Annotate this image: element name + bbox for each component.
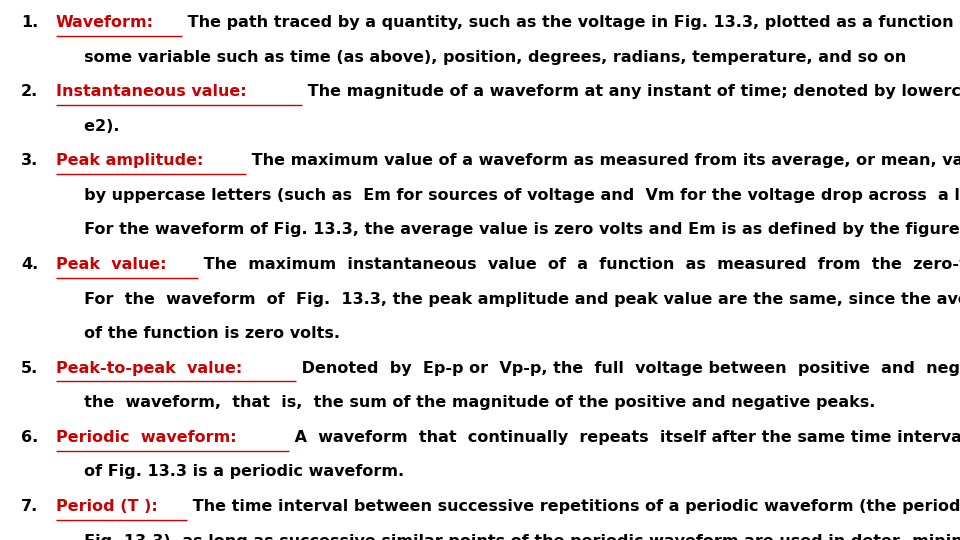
Text: The maximum value of a waveform as measured from its average, or mean, value, de: The maximum value of a waveform as measu… xyxy=(246,153,960,168)
Text: The  maximum  instantaneous  value  of  a  function  as  measured  from  the  ze: The maximum instantaneous value of a fun… xyxy=(199,257,960,272)
Text: of Fig. 13.3 is a periodic waveform.: of Fig. 13.3 is a periodic waveform. xyxy=(56,464,404,480)
Text: Peak  value:: Peak value: xyxy=(56,257,166,272)
Text: 3.: 3. xyxy=(21,153,38,168)
Text: 1.: 1. xyxy=(21,15,38,30)
Text: Denoted  by  Ep-p or  Vp-p, the  full  voltage between  positive  and  negative : Denoted by Ep-p or Vp-p, the full voltag… xyxy=(296,361,960,376)
Text: 5.: 5. xyxy=(21,361,38,376)
Text: by uppercase letters (such as  Em for sources of voltage and  Vm for the voltage: by uppercase letters (such as Em for sou… xyxy=(56,188,960,203)
Text: The magnitude of a waveform at any instant of time; denoted by lowercase letters: The magnitude of a waveform at any insta… xyxy=(301,84,960,99)
Text: Periodic  waveform:: Periodic waveform: xyxy=(56,430,236,445)
Text: 7.: 7. xyxy=(21,499,38,514)
Text: of the function is zero volts.: of the function is zero volts. xyxy=(56,326,340,341)
Text: 6.: 6. xyxy=(21,430,38,445)
Text: Waveform:: Waveform: xyxy=(56,15,154,30)
Text: For the waveform of Fig. 13.3, the average value is zero volts and Em is as defi: For the waveform of Fig. 13.3, the avera… xyxy=(56,222,960,238)
Text: 4.: 4. xyxy=(21,257,38,272)
Text: Instantaneous value:: Instantaneous value: xyxy=(56,84,247,99)
Text: The time interval between successive repetitions of a periodic waveform (the per: The time interval between successive rep… xyxy=(187,499,960,514)
Text: some variable such as time (as above), position, degrees, radians, temperature, : some variable such as time (as above), p… xyxy=(56,50,906,65)
Text: the  waveform,  that  is,  the sum of the magnitude of the positive and negative: the waveform, that is, the sum of the ma… xyxy=(56,395,876,410)
Text: Peak-to-peak  value:: Peak-to-peak value: xyxy=(56,361,242,376)
Text: 2.: 2. xyxy=(21,84,38,99)
Text: Peak amplitude:: Peak amplitude: xyxy=(56,153,204,168)
Text: For  the  waveform  of  Fig.  13.3, the peak amplitude and peak value are the sa: For the waveform of Fig. 13.3, the peak … xyxy=(56,292,960,307)
Text: A  waveform  that  continually  repeats  itself after the same time interval. Th: A waveform that continually repeats itse… xyxy=(289,430,960,445)
Text: The path traced by a quantity, such as the voltage in Fig. 13.3, plotted as a fu: The path traced by a quantity, such as t… xyxy=(182,15,960,30)
Text: Fig. 13.3), as long as successive similar points of the periodic waveform are us: Fig. 13.3), as long as successive simila… xyxy=(56,534,960,540)
Text: Period (T ):: Period (T ): xyxy=(56,499,157,514)
Text: e2).: e2). xyxy=(56,119,119,134)
